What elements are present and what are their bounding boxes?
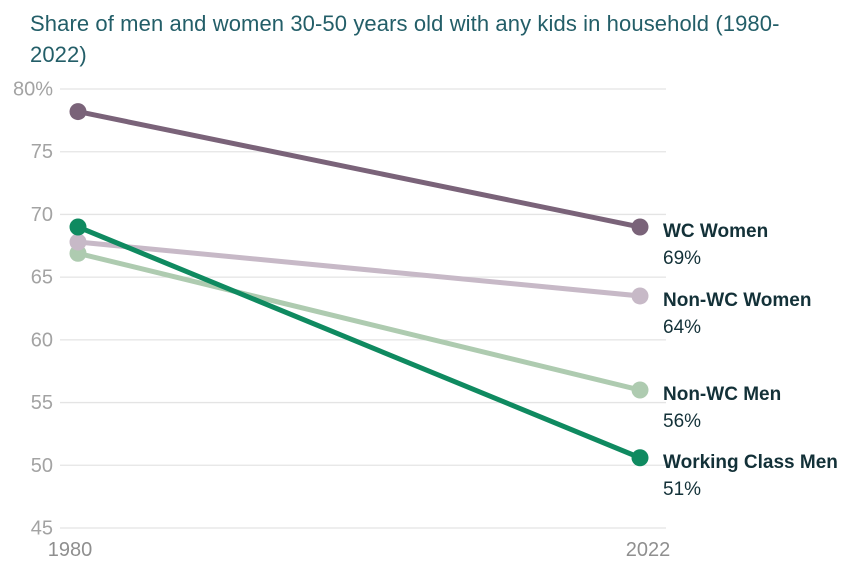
series-value-label: 51% [663, 478, 702, 500]
series-end-label-non-wc-men: Non-WC Men 56% [663, 381, 781, 435]
y-tick-label: 75 [31, 141, 53, 163]
point-2022-non-wc-men [631, 381, 649, 399]
point-2022-wc-women [631, 218, 649, 236]
series-value-label: 64% [663, 316, 702, 338]
y-tick-label: 60 [31, 329, 53, 351]
series-end-label-wc-women: WC Women 69% [663, 218, 768, 272]
line-working-class-men [75, 224, 643, 461]
point-1980-non-wc-women [69, 233, 87, 251]
x-tick-label: 2022 [626, 539, 671, 561]
line-non-wc-women [75, 239, 643, 299]
point-2022-working-class-men [631, 449, 649, 467]
y-tick-label: 45 [31, 518, 53, 540]
y-tick-label: 55 [31, 392, 53, 414]
y-tick-label: 65 [31, 267, 53, 289]
point-2022-non-wc-women [631, 287, 649, 305]
point-1980-wc-women [69, 103, 87, 121]
line-wc-women [75, 109, 643, 230]
chart-title: Share of men and women 30-50 years old w… [30, 11, 780, 67]
y-tick-label: 80% [13, 79, 53, 101]
series-end-label-non-wc-women: Non-WC Women 64% [663, 287, 811, 341]
series-name-label: Working Class Men [663, 451, 838, 473]
series-name-label: Non-WC Men [663, 384, 782, 406]
series-name-label: WC Women [663, 220, 769, 242]
x-tick-label: 1980 [48, 539, 93, 561]
y-tick-label: 70 [31, 204, 53, 226]
y-tick-label: 50 [31, 455, 53, 477]
line-non-wc-men [75, 250, 643, 393]
series-value-label: 69% [663, 247, 702, 269]
series-end-label-working-class-men: Working Class Men 51% [663, 449, 838, 503]
series-value-label: 56% [663, 411, 702, 433]
point-1980-working-class-men [69, 218, 87, 236]
series-name-label: Non-WC Women [663, 289, 812, 311]
